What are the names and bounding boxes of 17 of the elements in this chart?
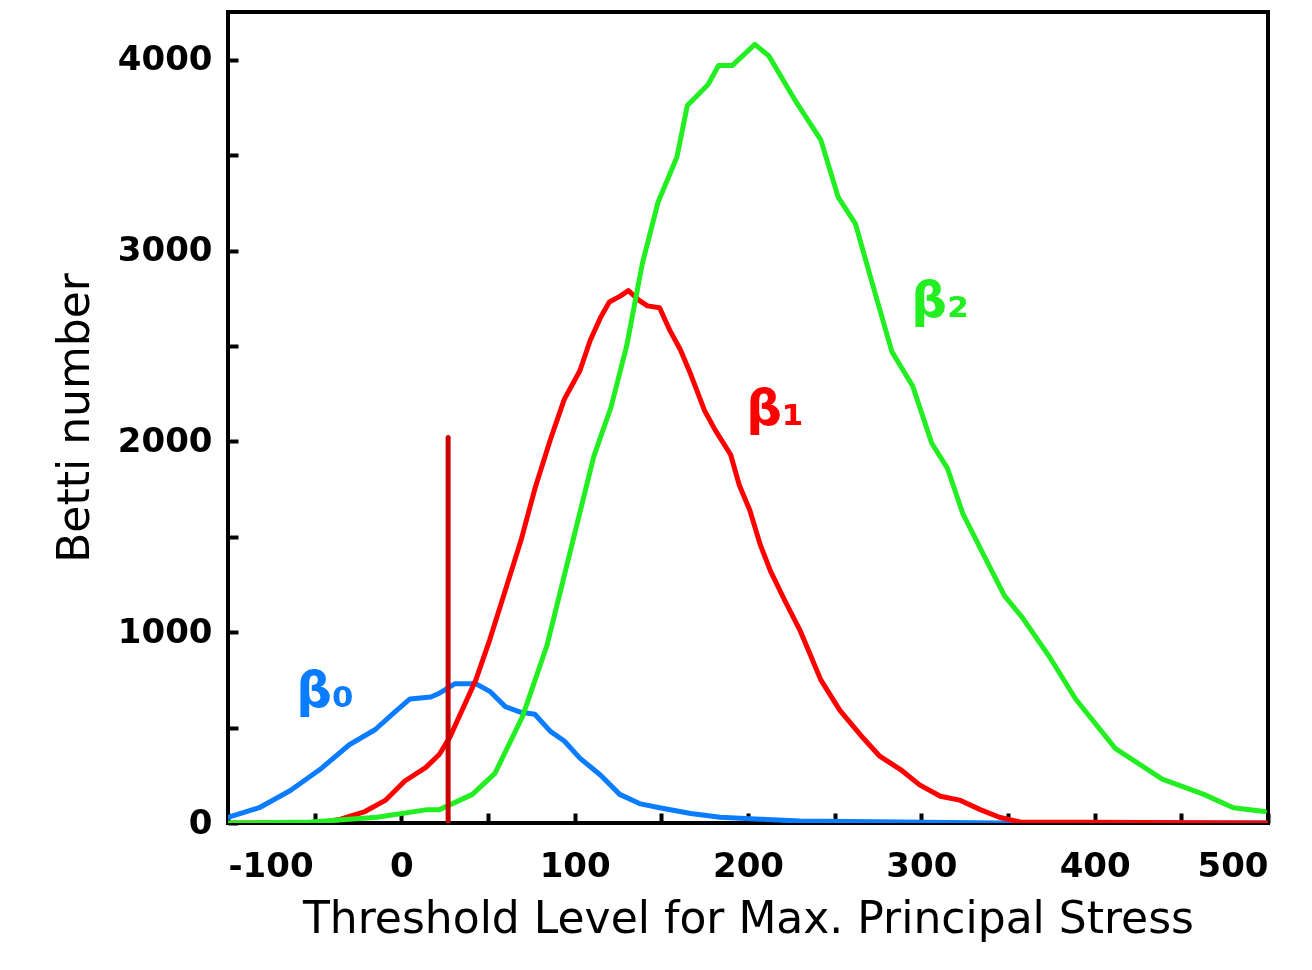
y-tick-label: 0 — [188, 801, 213, 842]
x-tick-label: 500 — [1197, 844, 1269, 885]
y-tick-label: 2000 — [117, 419, 213, 460]
x-tick-label: 300 — [886, 844, 958, 885]
x-tick-label: 400 — [1059, 844, 1131, 885]
y-tick-label: 4000 — [117, 38, 213, 79]
y-axis-title: Betti number — [47, 272, 99, 563]
x-tick-label: -100 — [228, 844, 314, 885]
x-tick-label: 0 — [390, 844, 414, 885]
series-label: β₂ — [911, 271, 969, 329]
x-axis-title: Threshold Level for Max. Principal Stress — [301, 891, 1195, 943]
y-tick-label: 1000 — [117, 610, 213, 651]
series-label: β₀ — [296, 661, 354, 719]
x-tick-label: 200 — [713, 844, 784, 885]
x-tick-label: 100 — [539, 844, 611, 885]
y-tick-label: 3000 — [117, 229, 213, 270]
series-label: β₁ — [746, 379, 804, 437]
